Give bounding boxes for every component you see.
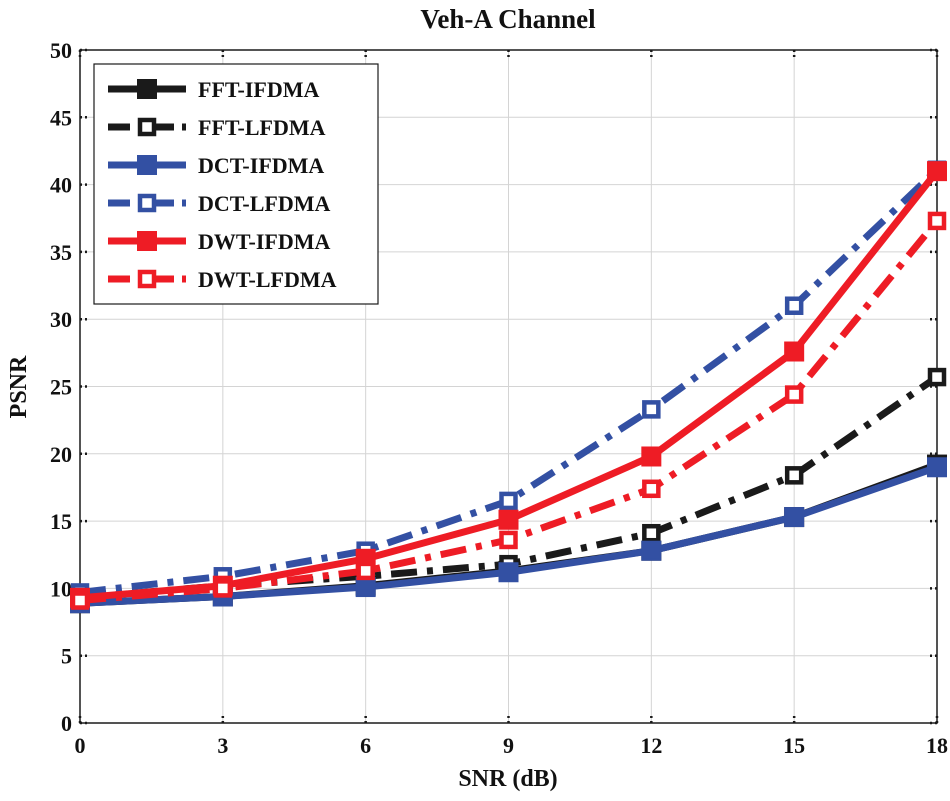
data-point xyxy=(642,479,661,499)
data-point xyxy=(784,296,804,315)
y-tick-label: 15 xyxy=(50,509,72,534)
legend-marker xyxy=(137,231,157,251)
x-axis-label: SNR (dB) xyxy=(458,766,557,792)
legend-label: FFT-IFDMA xyxy=(198,77,320,102)
y-tick-label: 30 xyxy=(50,307,72,332)
legend-box xyxy=(93,63,379,305)
legend-label: DWT-IFDMA xyxy=(198,229,331,254)
legend-label: FFT-LFDMA xyxy=(198,115,326,140)
legend-marker xyxy=(137,155,157,175)
data-point xyxy=(641,446,662,467)
legend-label: DCT-IFDMA xyxy=(198,153,324,178)
x-tick-label: 6 xyxy=(360,733,371,758)
legend-marker xyxy=(137,117,157,137)
y-tick-label: 25 xyxy=(50,375,72,400)
data-point xyxy=(927,161,947,182)
data-point xyxy=(784,385,804,404)
tick-labels: 0 3 6 9 12 15 18 0 5 10 15 20 25 30 35 40 45 50 xyxy=(50,38,948,758)
data-point xyxy=(927,457,947,478)
y-tick-label: 10 xyxy=(50,576,72,601)
y-tick-label: 35 xyxy=(50,240,72,265)
series-dwt-lfdma xyxy=(70,211,947,610)
data-point xyxy=(642,400,661,419)
legend-label: DCT-LFDMA xyxy=(198,191,331,216)
x-tick-label: 12 xyxy=(640,733,662,758)
x-tick-label: 18 xyxy=(926,733,948,758)
y-axis-label: PSNR xyxy=(6,355,32,418)
data-point xyxy=(641,540,662,561)
data-point xyxy=(499,530,518,550)
data-point xyxy=(927,367,947,387)
data-point xyxy=(356,561,375,581)
data-point xyxy=(213,579,233,598)
y-tick-label: 40 xyxy=(50,173,72,198)
y-tick-label: 0 xyxy=(61,711,72,736)
x-tick-label: 3 xyxy=(217,733,228,758)
chart-title: Veh-A Channel xyxy=(420,4,596,34)
data-point xyxy=(355,577,376,598)
legend-marker xyxy=(137,79,157,99)
y-tick-label: 45 xyxy=(50,105,72,130)
legend: FFT-IFDMA FFT-LFDMA DCT-IFDMA DCT-LFDMA DWT-… xyxy=(93,63,379,305)
series-group xyxy=(70,160,947,614)
x-tick-label: 0 xyxy=(75,733,86,758)
data-point xyxy=(498,562,519,583)
y-tick-label: 5 xyxy=(61,644,72,669)
data-point xyxy=(498,509,519,530)
data-point xyxy=(499,491,518,511)
y-tick-label: 20 xyxy=(50,442,72,467)
legend-label: DWT-LFDMA xyxy=(198,267,337,292)
y-tick-label: 50 xyxy=(50,38,72,63)
data-point xyxy=(784,466,804,485)
x-tick-label: 9 xyxy=(503,733,514,758)
x-tick-label: 15 xyxy=(783,733,805,758)
data-point xyxy=(642,523,661,543)
data-point xyxy=(927,211,947,231)
data-point xyxy=(784,507,805,528)
data-point xyxy=(70,591,90,610)
legend-marker xyxy=(137,193,157,213)
legend-marker xyxy=(137,269,157,289)
data-point xyxy=(784,341,805,362)
